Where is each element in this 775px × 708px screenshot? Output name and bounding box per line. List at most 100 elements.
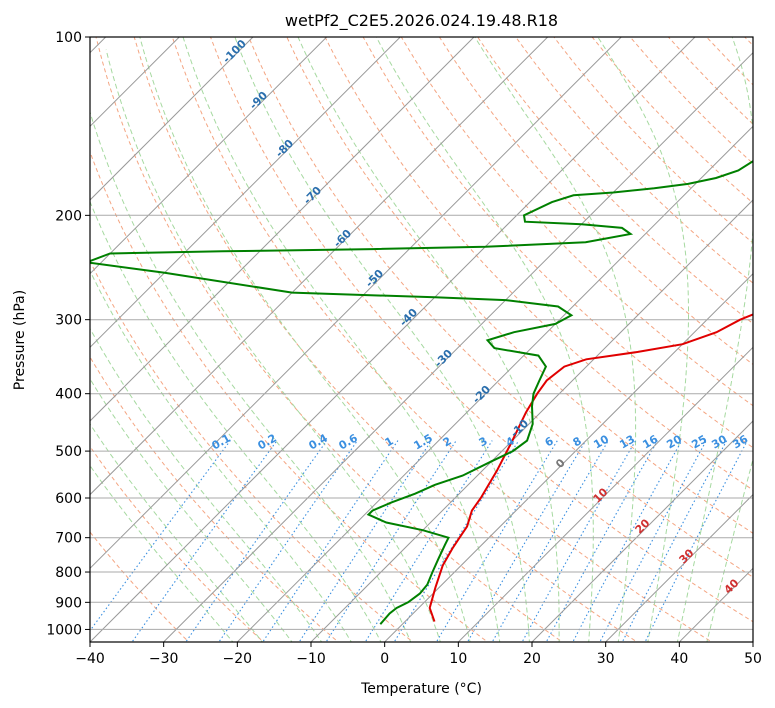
isotherm [310, 199, 753, 642]
plot-area: 0.1 0.2 0.4 0.6 1 1.5 2 3 4 6 8 10 13 16 20 25 30 36-100-… [90, 37, 753, 642]
mixing-ratio-label: 0.2 [256, 431, 279, 452]
isotherm-label: -20 [470, 383, 493, 406]
y-tick-label: 1000 [46, 622, 82, 638]
dry-adiabat [438, 37, 753, 366]
x-axis-title: Temperature (°C) [360, 681, 482, 697]
x-tick-label: −20 [223, 651, 253, 667]
mixing-ratio-label: 16 [640, 432, 660, 451]
dry-adiabat [248, 37, 753, 578]
mixing-ratio-line [572, 440, 683, 642]
mixing-ratio-line [90, 440, 231, 632]
mixing-ratio-line [298, 440, 432, 642]
y-tick-label: 300 [55, 313, 82, 329]
chart-title: wetPf2_C2E5.2026.024.19.48.R18 [285, 11, 558, 31]
mixing-ratio-line [521, 440, 637, 642]
moist-adiabat [474, 37, 637, 642]
dry-adiabat [744, 37, 753, 47]
x-tick-label: −10 [296, 651, 326, 667]
moist-adiabat [90, 377, 293, 642]
moist-adiabat [297, 37, 560, 642]
mixing-ratio-label: 10 [591, 432, 611, 451]
mixing-ratio-label: 13 [617, 433, 637, 452]
x-tick-label: 0 [380, 651, 389, 667]
moist-adiabat-lines [90, 37, 753, 642]
moist-adiabat [706, 457, 753, 642]
mixing-ratio-label: 20 [664, 432, 684, 451]
y-axis-ticks: 100 200 300 400 500 600 700 800 900 1000 [46, 30, 90, 638]
isotherm [531, 420, 753, 642]
moist-adiabat [105, 49, 441, 642]
dry-adiabat [324, 37, 753, 491]
dry-adiabat [706, 37, 753, 86]
isotherm [457, 346, 753, 642]
dry-adiabat [477, 37, 753, 325]
isotherm [90, 37, 549, 496]
y-axis-title: Pressure (hPa) [12, 290, 28, 390]
y-tick-label: 200 [55, 208, 82, 224]
isotherm [752, 641, 753, 642]
dry-adiabat-lines [90, 37, 753, 642]
mixing-ratio-lines [90, 440, 748, 642]
isotherm-label: -60 [331, 227, 354, 250]
x-tick-label: −30 [149, 651, 179, 667]
isotherm [90, 37, 181, 128]
isotherm-label: 40 [722, 576, 742, 596]
mixing-ratio-label: 30 [709, 432, 729, 451]
isotherm-label: -70 [301, 184, 324, 207]
profile-line [90, 160, 753, 625]
x-tick-label: 30 [597, 651, 615, 667]
isotherm [90, 37, 402, 349]
isobar-gridlines [90, 37, 753, 630]
moist-adiabat [90, 110, 412, 642]
mixing-ratio-line [364, 440, 493, 642]
profile-line [428, 313, 753, 622]
x-tick-label: 50 [744, 651, 762, 667]
moist-adiabat [90, 269, 352, 642]
y-tick-label: 500 [55, 444, 82, 460]
mixing-ratio-line [262, 440, 399, 642]
x-tick-label: 40 [670, 651, 688, 667]
isotherm [162, 51, 753, 642]
moist-adiabat [182, 37, 501, 642]
x-tick-label: 10 [449, 651, 467, 667]
isotherm-label: 10 [591, 485, 611, 505]
mixing-ratio-label: 6 [543, 434, 556, 449]
mixing-ratio-label: 1 [383, 434, 396, 449]
y-tick-label: 100 [55, 30, 82, 46]
isotherm-label: 0 [553, 456, 568, 471]
moist-adiabat [90, 327, 323, 642]
y-tick-label: 600 [55, 491, 82, 507]
mixing-ratio-line [545, 440, 659, 642]
isotherm-label: -30 [432, 347, 455, 370]
plot-frame [89, 36, 754, 643]
dry-adiabat [362, 37, 753, 449]
mixing-ratio-label: 0.4 [307, 431, 331, 452]
mixing-ratio-label: 36 [730, 432, 750, 451]
mixing-ratio-line [131, 440, 278, 642]
isotherm-label: -80 [273, 137, 296, 160]
x-axis-ticks: −40 −30 −20 −10 0 10 20 30 40 50 [75, 642, 762, 667]
dry-adiabat [90, 531, 190, 642]
y-tick-label: 900 [55, 595, 82, 611]
mixing-ratio-line [325, 440, 457, 642]
moist-adiabat [90, 200, 382, 642]
mixing-ratio-line [185, 440, 328, 642]
moist-adiabat [139, 37, 471, 642]
mixing-ratio-line [393, 440, 520, 642]
mixing-ratio-line [599, 440, 707, 642]
isotherm [90, 37, 328, 275]
moist-adiabat [375, 37, 594, 642]
isotherm [604, 493, 753, 642]
isotherm [90, 37, 696, 642]
isotherm-label: -90 [247, 89, 270, 112]
dry-adiabat [553, 37, 753, 244]
x-tick-label: −40 [75, 651, 105, 667]
dry-adiabat [515, 37, 753, 284]
dry-adiabat [133, 37, 638, 642]
mixing-ratio-line [435, 440, 558, 642]
mixing-ratio-line [621, 440, 728, 642]
isotherm [90, 37, 475, 422]
isotherm [236, 125, 753, 642]
profile-lines [90, 160, 753, 625]
moist-adiabat [90, 423, 264, 642]
